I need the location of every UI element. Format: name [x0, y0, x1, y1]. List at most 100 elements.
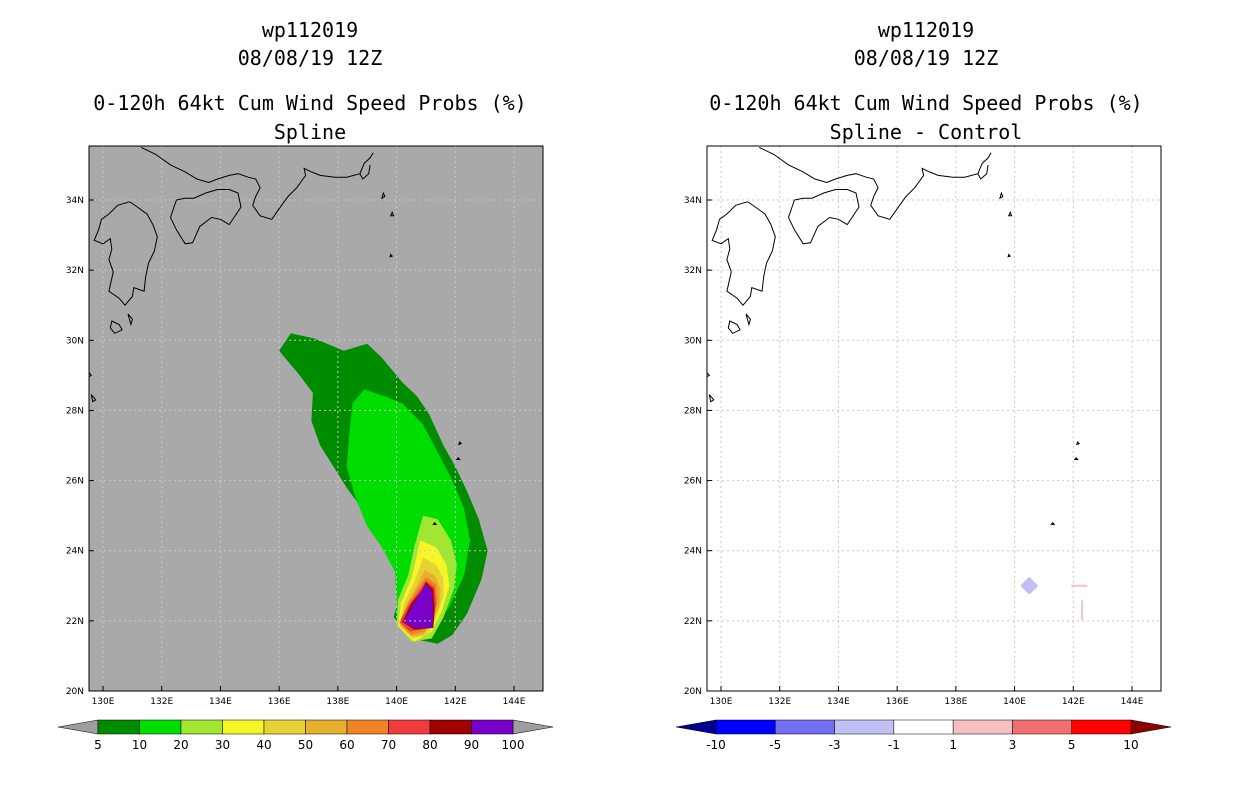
right-colorbar: -10 -5 -3 -1 1 3 5 10: [675, 719, 1172, 752]
right-colorbar-box-3: [893, 719, 954, 735]
left-colorbar-box-9: [471, 719, 514, 735]
left-island-4: [389, 210, 395, 217]
right-island-5: [1007, 253, 1012, 258]
left-ytick-label-3: 26N: [66, 477, 84, 487]
right-island-7: [1073, 457, 1079, 460]
left-island-1: [127, 313, 133, 327]
left-island-7: [455, 457, 461, 460]
left-title-date: 08/08/19 12Z: [237, 46, 383, 70]
right-colorbar-box-4: [952, 719, 1013, 735]
left-title-storm: wp112019: [261, 18, 359, 42]
right-ytick-label-6: 32N: [684, 266, 702, 276]
left-coastline-0: [140, 146, 374, 220]
right-xtick-label-6: 142E: [1062, 697, 1085, 707]
left-ytick-label-6: 32N: [66, 266, 84, 276]
right-colorbar-box-5: [1012, 719, 1072, 735]
left-ytick-label-4: 28N: [66, 406, 84, 416]
left-xtick-label-2: 134E: [209, 697, 232, 707]
left-colorbar-box-0: [97, 719, 140, 735]
right-colorbar-label-5: 3: [1009, 738, 1017, 752]
right-colorbar-box-1: [775, 719, 835, 735]
left-colorbar-label-2: 20: [173, 738, 188, 752]
left-colorbar-box-3: [222, 719, 265, 735]
left-colorbar-high-arrow: [512, 719, 554, 735]
left-ytick-label-1: 22N: [66, 617, 84, 627]
right-xtick-label-5: 140E: [1003, 697, 1026, 707]
left-title-product: 0-120h 64kt Cum Wind Speed Probs (%): [93, 91, 527, 115]
left-contour-90: [403, 584, 434, 628]
left-colorbar-box-6: [346, 719, 389, 735]
left-ytick-label-0: 20N: [66, 687, 84, 697]
left-coastline-1: [169, 189, 242, 245]
left-island-6: [457, 441, 463, 446]
left-island-5: [389, 253, 394, 258]
right-map-background: [707, 146, 1161, 691]
right-xtick-label-1: 132E: [768, 697, 791, 707]
right-colorbar-label-2: -3: [829, 738, 841, 752]
right-title-product: 0-120h 64kt Cum Wind Speed Probs (%): [709, 91, 1143, 115]
left-colorbar-box-7: [388, 719, 431, 735]
right-ytick-label-2: 24N: [684, 547, 702, 557]
right-island-0: [727, 320, 741, 334]
right-xtick-label-0: 130E: [710, 697, 733, 707]
right-title-method: Spline - Control: [829, 120, 1023, 144]
left-colorbar-box-1: [139, 719, 182, 735]
right-island-9: [707, 371, 711, 378]
right-island-2: [708, 394, 715, 403]
right-map-panel: 130E 132E 134E 136E 138E 140E 142E 144E 20N 22N 24…: [684, 145, 1162, 707]
left-colorbar-label-5: 50: [298, 738, 313, 752]
left-island-3: [381, 191, 386, 200]
right-colorbar-low-arrow: [675, 719, 717, 735]
left-colorbar-box-8: [429, 719, 472, 735]
left-island-0: [109, 320, 123, 334]
right-ytick-label-5: 30N: [684, 336, 702, 346]
right-xtick-label-4: 138E: [944, 697, 967, 707]
left-coastline-2: [93, 201, 158, 306]
left-colorbar-box-4: [263, 719, 306, 735]
left-colorbar-label-1: 10: [132, 738, 147, 752]
right-coastline-1: [787, 189, 860, 245]
right-colorbar-box-6: [1071, 719, 1132, 735]
left-colorbar-label-0: 5: [94, 738, 102, 752]
left-colorbar-box-2: [180, 719, 223, 735]
right-title-date: 08/08/19 12Z: [853, 46, 999, 70]
right-colorbar-high-arrow: [1130, 719, 1172, 735]
right-ytick-label-4: 28N: [684, 406, 702, 416]
left-island-8: [432, 521, 438, 525]
right-island-3: [999, 191, 1004, 200]
left-ytick-label-5: 30N: [66, 336, 84, 346]
right-colorbar-label-0: -10: [706, 738, 726, 752]
left-coastline-3: [359, 164, 371, 180]
right-map-frame: [706, 145, 1162, 692]
left-map-panel: 130E 132E 134E 136E 138E 140E 142E 144E 20N 22N 24…: [66, 145, 544, 707]
left-ytick-label-2: 24N: [66, 547, 84, 557]
left-colorbar-box-5: [305, 719, 348, 735]
right-xtick-label-7: 144E: [1121, 697, 1144, 707]
right-coastline-0: [758, 146, 992, 220]
left-title-method: Spline: [273, 120, 347, 144]
right-colorbar-box-0: [715, 719, 776, 735]
left-island-2: [90, 394, 97, 403]
left-xtick-label-1: 132E: [150, 697, 173, 707]
left-xtick-label-5: 140E: [385, 697, 408, 707]
left-xtick-label-0: 130E: [92, 697, 115, 707]
right-ytick-label-0: 20N: [684, 687, 702, 697]
right-island-8: [1050, 521, 1056, 525]
right-anomaly-0: [1020, 576, 1039, 595]
left-xtick-label-7: 144E: [503, 697, 526, 707]
right-island-1: [745, 313, 751, 327]
right-ytick-label-3: 26N: [684, 477, 702, 487]
left-colorbar-label-9: 90: [464, 738, 479, 752]
left-ytick-label-7: 34N: [66, 196, 84, 206]
left-colorbar-low-arrow: [57, 719, 99, 735]
right-colorbar-box-2: [834, 719, 895, 735]
left-xtick-label-3: 136E: [268, 697, 291, 707]
right-title-storm: wp112019: [877, 18, 975, 42]
left-colorbar: 5 10 20 30 40 50 60 70 80 90 100: [57, 719, 554, 752]
right-colorbar-label-1: -5: [769, 738, 781, 752]
right-island-4: [1007, 210, 1013, 217]
right-island-6: [1075, 441, 1081, 446]
left-island-9: [89, 371, 93, 378]
right-colorbar-label-7: 10: [1123, 738, 1138, 752]
